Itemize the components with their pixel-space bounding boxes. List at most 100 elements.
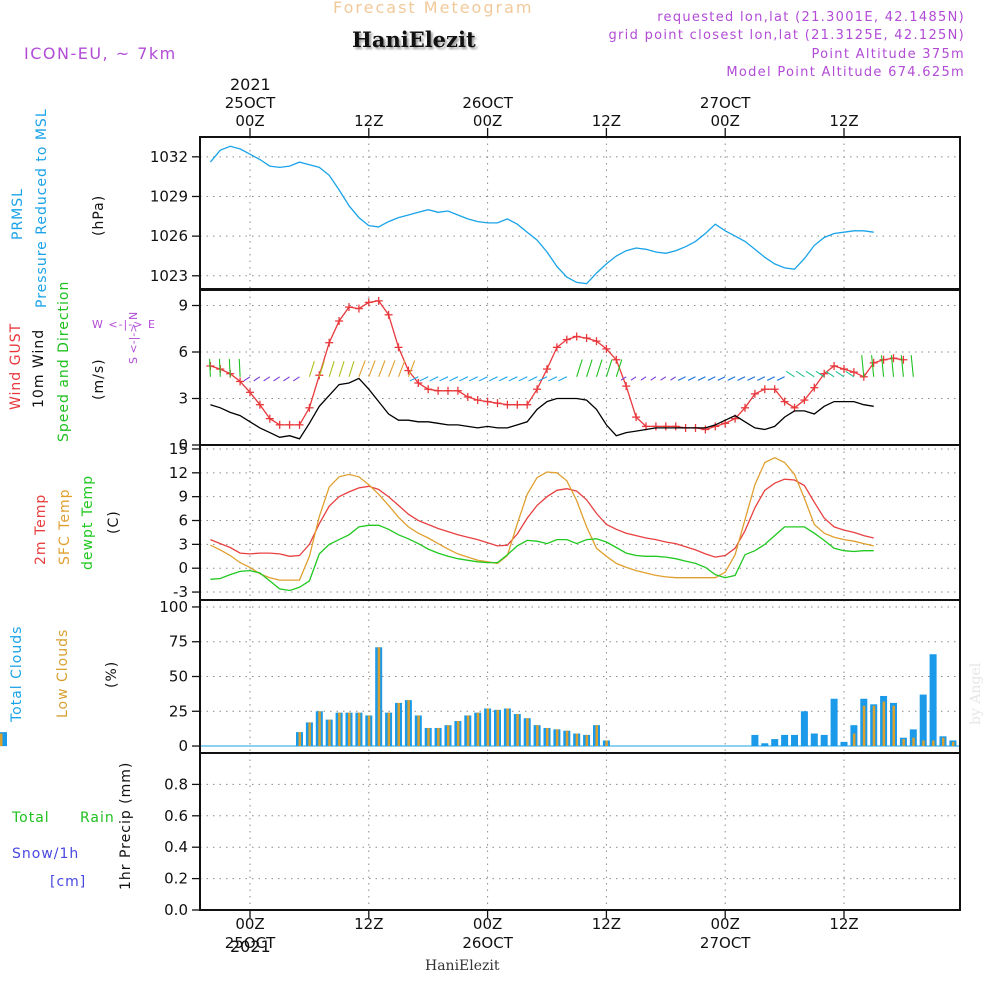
- y-tick-label: 25: [169, 702, 188, 720]
- wind-direction-arrow: [478, 376, 488, 382]
- top-day-label: 27OCT: [700, 94, 751, 112]
- compass-we: W <-|-> E: [92, 318, 156, 331]
- wind-direction-arrow: [318, 361, 325, 377]
- panel-frame: [199, 599, 961, 754]
- low-cloud-bar: [437, 727, 440, 747]
- wind-direction-arrow: [558, 376, 568, 382]
- low-cloud-bar: [951, 741, 955, 747]
- wind-direction-arrow: [640, 376, 647, 381]
- y-tick-label: 3: [178, 535, 188, 553]
- wind-direction-arrow: [468, 376, 478, 382]
- low-cloud-bar: [892, 705, 895, 747]
- total-cloud-bar: [771, 739, 779, 747]
- low-cloud-bar: [942, 737, 945, 747]
- y-tick-label: 9: [178, 488, 188, 506]
- y-tick-label: 6: [178, 512, 188, 530]
- pressure-line: [209, 145, 874, 285]
- point-altitude: Point Altitude 375m: [811, 47, 965, 62]
- total-cloud-bar: [830, 698, 838, 747]
- y-tick-label: 0.0: [164, 901, 188, 919]
- low-cloud-bar: [318, 711, 321, 747]
- low-cloud-bar: [912, 737, 915, 747]
- wind-direction-arrow: [845, 370, 855, 378]
- y-tick-label: 100: [159, 598, 188, 616]
- wind-direction-arrow: [378, 360, 386, 377]
- total-cloud-bar: [810, 733, 818, 747]
- wind-direction-arrow: [677, 376, 686, 381]
- low-cloud-bar: [516, 714, 519, 747]
- precip-cm-label: [cm]: [50, 874, 87, 890]
- y-tick-label: 1029: [150, 187, 188, 205]
- low-cloud-bar: [328, 719, 331, 747]
- total-cloud-bar: [929, 654, 937, 747]
- temp-line-2m: [210, 478, 874, 558]
- total-cloud-bar: [781, 734, 789, 747]
- wind-direction-arrow: [508, 376, 518, 382]
- wind-direction-arrow: [785, 370, 795, 378]
- gust-line: [210, 300, 904, 431]
- wind-direction-arrow: [208, 358, 211, 377]
- wind-direction-arrow: [429, 376, 439, 382]
- top-hour-label: 00Z: [711, 112, 740, 130]
- y-tick-label: 1023: [150, 267, 188, 285]
- wind-direction-arrow: [630, 376, 637, 381]
- gridpoint-coords: grid point closest lon,lat (21.3125E, 42…: [608, 28, 965, 43]
- wind-direction-arrow: [660, 376, 667, 381]
- top-hour-label: 12Z: [354, 112, 383, 130]
- low-cloud-bar: [387, 712, 391, 747]
- total-cloud-bar: [919, 694, 927, 747]
- wind-direction-arrow: [518, 376, 528, 382]
- requested-coords: requested lon,lat (21.3001E, 42.1485N): [657, 10, 965, 25]
- low-cloud-bar: [476, 712, 480, 747]
- wind-direction-arrow: [419, 376, 429, 382]
- low-cloud-bar: [447, 725, 450, 747]
- low-cloud-bar: [882, 701, 886, 747]
- wind-direction-arrow: [717, 376, 726, 381]
- wind-direction-arrow: [348, 361, 355, 377]
- wind-direction-arrow: [283, 376, 290, 382]
- top-hour-label: 00Z: [473, 112, 502, 130]
- y-tick-label: 0.2: [164, 870, 188, 888]
- wind-direction-arrow: [368, 360, 376, 377]
- wind-direction-arrow: [767, 376, 775, 381]
- y-tick-label: 1026: [150, 227, 188, 245]
- low-cloud-bar: [872, 705, 876, 747]
- wind-direction-arrow: [757, 376, 766, 381]
- y-tick-label: 0: [178, 737, 188, 755]
- top-hour-label: 12Z: [592, 112, 621, 130]
- low-cloud-bar: [585, 734, 589, 747]
- y-tick-label: 50: [169, 668, 188, 686]
- total-cloud-bar: [761, 743, 769, 747]
- low-cloud-bar: [932, 740, 935, 747]
- wind-direction-arrow: [263, 376, 271, 382]
- wind-direction-arrow: [910, 355, 914, 377]
- low-cloud-bar: [536, 725, 539, 747]
- low-cloud-bar: [496, 709, 499, 747]
- wind-direction-arrow: [890, 355, 895, 377]
- bottom-hour-label: 00Z: [235, 915, 264, 933]
- wind-direction-arrow: [548, 376, 558, 382]
- bottom-hour-label: 12Z: [829, 915, 858, 933]
- precip-rain-label: Rain: [80, 810, 115, 826]
- bottom-hour-label: 00Z: [711, 915, 740, 933]
- bottom-year: 2021: [230, 937, 271, 956]
- wind-direction-arrow: [459, 376, 469, 382]
- wind-direction-arrow: [861, 355, 865, 377]
- low-cloud-bar: [397, 702, 400, 747]
- wind-direction-arrow: [687, 376, 696, 381]
- low-cloud-bar: [595, 725, 598, 747]
- bottom-hour-label: 12Z: [592, 915, 621, 933]
- y-tick-label: 3: [178, 390, 188, 408]
- low-cloud-bar: [407, 700, 410, 747]
- total-cloud-bar: [820, 734, 828, 747]
- y-tick-label: 0.8: [164, 775, 188, 793]
- wind-direction-arrow: [697, 376, 706, 381]
- y-tick-label: 0.4: [164, 838, 188, 856]
- panel-frame: [199, 752, 961, 911]
- low-cloud-bar: [338, 712, 341, 747]
- top-year: 2021: [230, 75, 271, 94]
- low-cloud-bar: [466, 715, 470, 747]
- wind-direction-arrow: [273, 376, 281, 382]
- wind-direction-arrow: [449, 376, 459, 382]
